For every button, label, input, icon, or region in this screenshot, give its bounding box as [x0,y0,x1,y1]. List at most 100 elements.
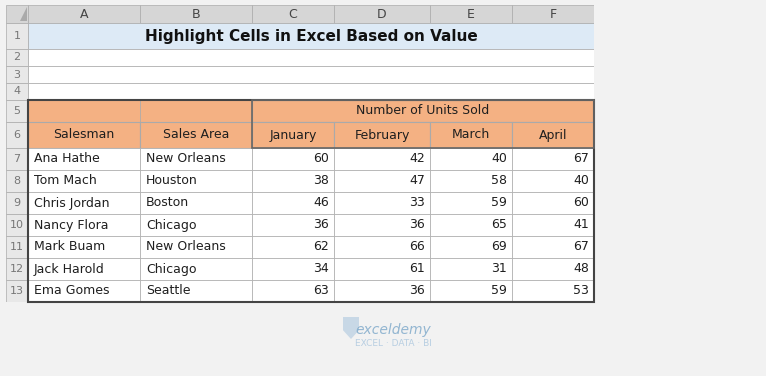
Text: 53: 53 [573,285,589,297]
Bar [28,66,594,83]
Bar [430,5,512,23]
Bar [6,49,28,66]
Bar [512,214,594,236]
Text: D: D [377,8,387,21]
Bar [512,236,594,258]
Text: Highlight Cells in Excel Based on Value: Highlight Cells in Excel Based on Value [145,29,477,44]
Bar [512,122,594,148]
Bar [252,5,334,23]
Bar [6,66,28,83]
Bar [140,192,252,214]
Bar [512,5,594,23]
Bar [594,5,766,376]
Text: Number of Units Sold: Number of Units Sold [356,105,489,117]
Text: 9: 9 [14,198,21,208]
Text: March: March [452,129,490,141]
Text: 10: 10 [10,220,24,230]
Text: 8: 8 [14,176,21,186]
Text: B: B [192,8,201,21]
Bar [6,280,28,302]
Text: Nancy Flora: Nancy Flora [34,218,109,232]
Bar [512,192,594,214]
Text: 65: 65 [491,218,507,232]
Text: Boston: Boston [146,197,189,209]
Bar [430,148,512,170]
Bar [252,258,334,280]
Text: 67: 67 [573,241,589,253]
Bar [430,122,512,148]
Text: 40: 40 [491,153,507,165]
Bar [140,148,252,170]
Text: New Orleans: New Orleans [146,153,226,165]
Bar [334,122,430,148]
Bar [0,302,766,376]
Bar [334,236,430,258]
Text: Chris Jordan: Chris Jordan [34,197,110,209]
Text: 46: 46 [313,197,329,209]
Bar [334,192,430,214]
Text: January: January [270,129,316,141]
Text: Ema Gomes: Ema Gomes [34,285,110,297]
Text: F: F [549,8,557,21]
Polygon shape [20,7,27,21]
Text: Mark Buam: Mark Buam [34,241,105,253]
Bar [28,5,140,23]
Bar [334,280,430,302]
Text: April: April [538,129,568,141]
Bar [6,83,28,100]
Bar [28,236,140,258]
Text: 3: 3 [14,70,21,79]
Text: 67: 67 [573,153,589,165]
Text: 48: 48 [573,262,589,276]
Bar [6,122,28,148]
Bar [28,258,140,280]
Bar [28,49,594,66]
Bar [430,258,512,280]
Bar [334,258,430,280]
Bar [28,100,140,122]
Bar [252,148,334,170]
Bar [252,122,334,148]
Polygon shape [343,317,359,339]
Bar [6,214,28,236]
Bar [430,280,512,302]
Bar [430,192,512,214]
Text: 61: 61 [409,262,425,276]
Bar [6,23,28,49]
Text: 69: 69 [491,241,507,253]
Text: 60: 60 [573,197,589,209]
Text: 5: 5 [14,106,21,116]
Text: 38: 38 [313,174,329,188]
Bar [140,100,252,122]
Text: Seattle: Seattle [146,285,191,297]
Bar [6,5,28,23]
Bar [512,148,594,170]
Text: Jack Harold: Jack Harold [34,262,105,276]
Text: 34: 34 [313,262,329,276]
Text: 6: 6 [14,130,21,140]
Bar [28,192,140,214]
Text: 62: 62 [313,241,329,253]
Text: 12: 12 [10,264,24,274]
Text: 63: 63 [313,285,329,297]
Text: exceldemy: exceldemy [355,323,430,337]
Bar [28,280,140,302]
Text: 42: 42 [409,153,425,165]
Text: Sales Area: Sales Area [163,129,229,141]
Text: 33: 33 [409,197,425,209]
Bar [6,192,28,214]
Bar [430,170,512,192]
Bar [28,148,140,170]
Text: 66: 66 [409,241,425,253]
Text: 60: 60 [313,153,329,165]
Bar [28,170,140,192]
Bar [252,192,334,214]
Bar [6,170,28,192]
Text: 11: 11 [10,242,24,252]
Bar [28,100,594,302]
Bar [140,170,252,192]
Text: A: A [80,8,88,21]
Bar [140,280,252,302]
Text: 41: 41 [573,218,589,232]
Text: 58: 58 [491,174,507,188]
